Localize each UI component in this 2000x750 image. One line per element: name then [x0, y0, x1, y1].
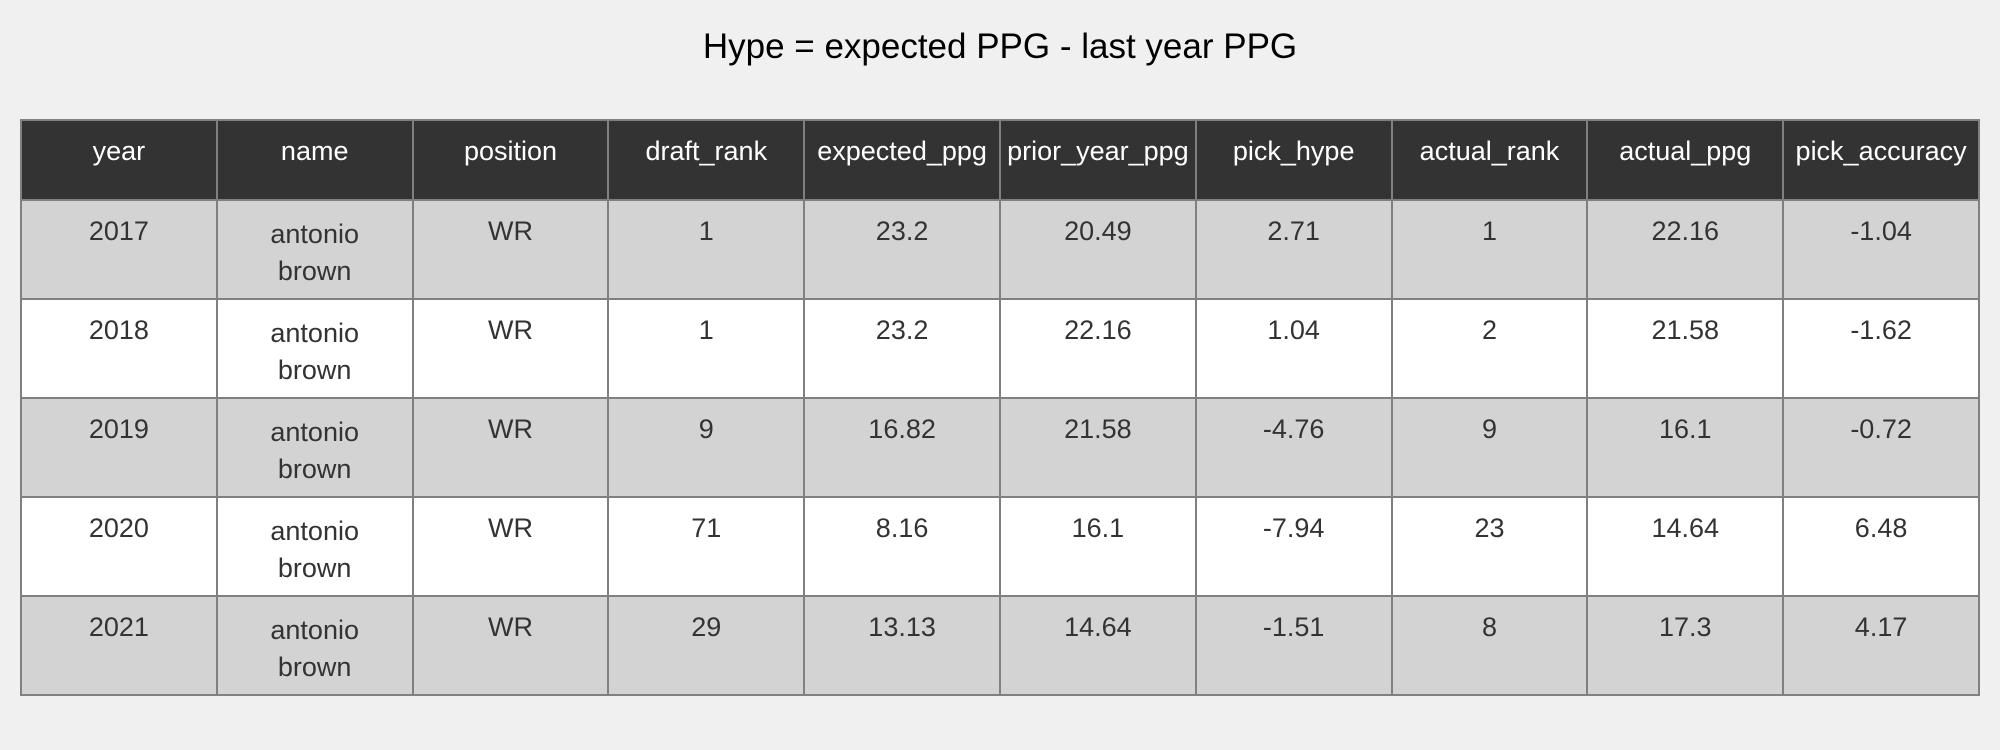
cell-name: antonio brown	[215, 496, 414, 597]
cell-actual-ppg: 22.16	[1586, 199, 1785, 300]
cell-draft-rank: 29	[607, 595, 806, 696]
cell-actual-rank: 23	[1390, 496, 1589, 597]
cell-actual-rank: 1	[1390, 199, 1589, 300]
cell-name: antonio brown	[215, 595, 414, 696]
column-header-actual-ppg: actual_ppg	[1586, 119, 1785, 201]
cell-name: antonio brown	[215, 298, 414, 399]
cell-actual-rank: 8	[1390, 595, 1589, 696]
cell-prior-year-ppg: 21.58	[998, 397, 1197, 498]
cell-pick-hype: 1.04	[1194, 298, 1393, 399]
cell-draft-rank: 1	[607, 298, 806, 399]
column-header-draft-rank: draft_rank	[607, 119, 806, 201]
cell-expected-ppg: 16.82	[803, 397, 1001, 498]
cell-name: antonio brown	[215, 199, 414, 300]
cell-prior-year-ppg: 14.64	[998, 595, 1197, 696]
cell-pick-accuracy: -1.04	[1782, 199, 1980, 300]
cell-actual-rank: 2	[1390, 298, 1589, 399]
cell-draft-rank: 9	[607, 397, 806, 498]
cell-year: 2017	[20, 199, 218, 300]
cell-expected-ppg: 23.2	[803, 298, 1001, 399]
column-header-position: position	[411, 119, 610, 201]
cell-name: antonio brown	[215, 397, 414, 498]
cell-name-text: antonio brown	[270, 516, 359, 583]
cell-year: 2018	[20, 298, 218, 399]
cell-name-text: antonio brown	[270, 318, 359, 385]
cell-pick-accuracy: -0.72	[1782, 397, 1980, 498]
cell-position: WR	[411, 298, 610, 399]
cell-position: WR	[411, 199, 610, 300]
column-header-pick-hype: pick_hype	[1194, 119, 1393, 201]
cell-pick-accuracy: 4.17	[1782, 595, 1980, 696]
column-header-actual-rank: actual_rank	[1390, 119, 1589, 201]
cell-pick-hype: -7.94	[1194, 496, 1393, 597]
cell-actual-rank: 9	[1390, 397, 1589, 498]
table-row: 2017 antonio brown WR 1 23.2 20.49 2.71 1 22.16-…	[20, 199, 1980, 300]
cell-pick-accuracy: -1.62	[1782, 298, 1980, 399]
cell-expected-ppg: 23.2	[803, 199, 1001, 300]
cell-position: WR	[411, 595, 610, 696]
cell-draft-rank: 71	[607, 496, 806, 597]
cell-actual-ppg: 21.58	[1586, 298, 1785, 399]
cell-name-text: antonio brown	[270, 219, 359, 286]
cell-year: 2021	[20, 595, 218, 696]
cell-prior-year-ppg: 20.49	[998, 199, 1197, 300]
table-row: 2018 antonio brown WR 1 23.2 22.16 1.04 2 21.58-…	[20, 298, 1980, 399]
cell-prior-year-ppg: 16.1	[998, 496, 1197, 597]
cell-draft-rank: 1	[607, 199, 806, 300]
column-header-year: year	[20, 119, 218, 201]
cell-year: 2020	[20, 496, 218, 597]
data-table: year name position draft_rank expected_ppg pr…	[20, 119, 1980, 696]
cell-prior-year-ppg: 22.16	[998, 298, 1197, 399]
cell-expected-ppg: 8.16	[803, 496, 1001, 597]
chart-title: Hype = expected PPG - last year PPG	[702, 27, 1298, 66]
cell-year: 2019	[20, 397, 218, 498]
column-header-name: name	[215, 119, 414, 201]
cell-position: WR	[411, 397, 610, 498]
column-header-prior-year-ppg: prior_year_ppg	[998, 119, 1197, 201]
cell-pick-hype: -4.76	[1194, 397, 1393, 498]
cell-pick-hype: -1.51	[1194, 595, 1393, 696]
column-header-pick-accuracy: pick_accuracy	[1782, 119, 1980, 201]
table-body: 2017 antonio brown WR 1 23.2 20.49 2.71 1 22.16-…	[20, 199, 1980, 696]
cell-actual-ppg: 14.64	[1586, 496, 1785, 597]
table-row: 2021 antonio brown WR 29 13.13 14.64 -1.51 8 17.…	[20, 595, 1980, 696]
cell-position: WR	[411, 496, 610, 597]
cell-name-text: antonio brown	[270, 417, 359, 484]
cell-expected-ppg: 13.13	[803, 595, 1001, 696]
table-header-row: year name position draft_rank expected_ppg pr…	[20, 119, 1980, 201]
cell-pick-hype: 2.71	[1194, 199, 1393, 300]
cell-actual-ppg: 17.3	[1586, 595, 1785, 696]
cell-name-text: antonio brown	[270, 615, 359, 682]
table-row: 2020 antonio brown WR 71 8.16 16.1 -7.94 23 14.6…	[20, 496, 1980, 597]
cell-actual-ppg: 16.1	[1586, 397, 1785, 498]
column-header-expected-ppg: expected_ppg	[803, 119, 1001, 201]
table-row: 2019 antonio brown WR 9 16.82 21.58 -4.76 9 16.1…	[20, 397, 1980, 498]
cell-pick-accuracy: 6.48	[1782, 496, 1980, 597]
